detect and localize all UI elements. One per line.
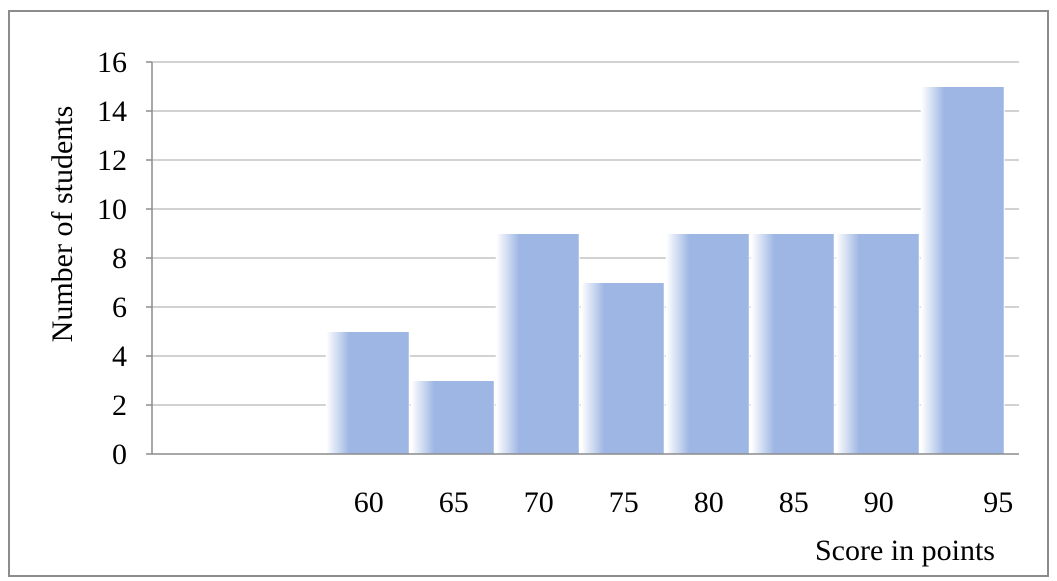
y-tick-label: 8 — [112, 242, 127, 275]
y-tick-label: 4 — [112, 340, 127, 373]
bar — [495, 233, 580, 455]
bar — [920, 86, 1005, 455]
y-tick-label: 14 — [97, 95, 127, 128]
x-tick-label: 70 — [524, 486, 554, 519]
chart-frame: 0 2 4 6 8 10 12 14 16 60 65 70 75 80 85 90 95 Number of… — [8, 10, 1049, 577]
bar — [325, 331, 410, 455]
bars — [325, 86, 1005, 455]
x-tick-label: 90 — [864, 486, 894, 519]
x-tick-label: 65 — [439, 486, 469, 519]
x-tick-label: 95 — [983, 486, 1013, 519]
y-tick-label: 12 — [97, 144, 127, 177]
x-tick-label: 60 — [354, 486, 384, 519]
y-tick-label: 16 — [97, 46, 127, 79]
bar — [835, 233, 920, 455]
y-tick-label: 2 — [112, 389, 127, 422]
y-axis-title: Number of students — [46, 106, 79, 343]
x-tick-label: 85 — [779, 486, 809, 519]
bar — [750, 233, 835, 455]
x-axis-title: Score in points — [815, 534, 995, 567]
axes — [146, 61, 1019, 455]
y-tick-label: 0 — [112, 438, 127, 471]
x-tick-label: 75 — [609, 486, 639, 519]
bar — [580, 282, 665, 455]
y-tick-label: 10 — [97, 193, 127, 226]
x-tick-labels: 60 65 70 75 80 85 90 95 — [354, 486, 1014, 519]
bar — [665, 233, 750, 455]
x-tick-label: 80 — [694, 486, 724, 519]
y-tick-label: 6 — [112, 291, 127, 324]
bar-chart: 0 2 4 6 8 10 12 14 16 60 65 70 75 80 85 90 95 Number of… — [46, 46, 1019, 567]
bar — [410, 380, 495, 455]
y-tick-labels: 0 2 4 6 8 10 12 14 16 — [97, 46, 127, 471]
